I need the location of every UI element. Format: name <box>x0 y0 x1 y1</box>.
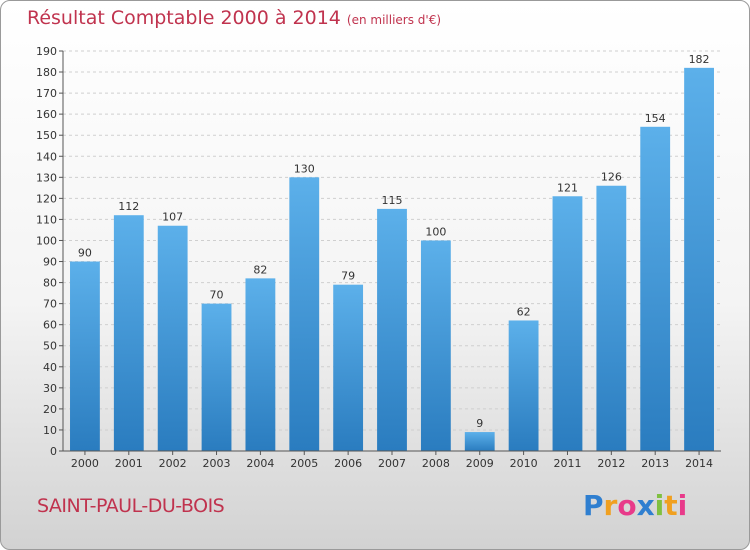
y-tick-label: 120 <box>36 192 57 205</box>
y-tick-label: 170 <box>36 87 57 100</box>
x-tick-label: 2011 <box>553 457 581 470</box>
data-label: 107 <box>162 211 183 224</box>
data-label: 82 <box>253 263 267 276</box>
x-tick-label: 2010 <box>510 457 538 470</box>
x-tick-label: 2008 <box>422 457 450 470</box>
y-tick-label: 160 <box>36 108 57 121</box>
y-tick-label: 50 <box>43 340 57 353</box>
bar <box>201 303 232 451</box>
x-tick-label: 2009 <box>466 457 494 470</box>
y-tick-label: 90 <box>43 256 57 269</box>
bar <box>113 215 144 451</box>
x-tick-label: 2002 <box>159 457 187 470</box>
logo-letter: i <box>654 489 665 522</box>
y-tick-label: 40 <box>43 361 57 374</box>
data-label: 115 <box>382 194 403 207</box>
data-label: 182 <box>689 53 710 66</box>
bar <box>245 278 276 451</box>
x-tick-label: 2007 <box>378 457 406 470</box>
bar <box>464 432 495 451</box>
chart-title: Résultat Comptable 2000 à 2014 (en millie… <box>27 7 441 29</box>
y-tick-label: 190 <box>36 45 57 58</box>
data-label: 100 <box>425 225 446 238</box>
y-tick-label: 130 <box>36 171 57 184</box>
bar <box>640 126 671 451</box>
bar <box>333 284 364 451</box>
bar <box>157 225 188 451</box>
data-label: 9 <box>476 417 483 430</box>
bar <box>377 208 407 451</box>
logo-letter: x <box>636 489 655 522</box>
logo-letter: o <box>617 489 637 522</box>
logo-letter: r <box>603 489 618 522</box>
bars: 90 112 107 70 82 130 79 115 100 9 62 121 126 154 182 <box>70 53 714 451</box>
data-label: 126 <box>601 171 622 184</box>
y-tick-label: 70 <box>43 298 57 311</box>
data-label: 62 <box>517 305 531 318</box>
data-label: 70 <box>210 289 224 302</box>
x-tick-label: 2014 <box>685 457 713 470</box>
chart-title-text: Résultat Comptable 2000 à 2014 <box>27 7 341 29</box>
x-tick-label: 2001 <box>115 457 143 470</box>
y-tick-label: 100 <box>36 234 57 247</box>
y-tick-label: 60 <box>43 319 57 332</box>
y-tick-label: 30 <box>43 382 57 395</box>
x-tick-label: 2004 <box>246 457 274 470</box>
y-tick-label: 0 <box>50 445 57 458</box>
bar <box>684 67 714 451</box>
y-tick-label: 140 <box>36 150 57 163</box>
chart-subtitle: (en milliers d'€) <box>346 13 442 27</box>
data-label: 130 <box>294 162 315 175</box>
bar <box>596 185 627 451</box>
data-label: 121 <box>557 181 578 194</box>
y-tick-label: 80 <box>43 277 57 290</box>
logo-letter: t <box>664 489 678 522</box>
x-tick-label: 2012 <box>597 457 625 470</box>
bar <box>420 240 451 451</box>
x-tick-label: 2005 <box>290 457 318 470</box>
y-tick-label: 10 <box>43 424 57 437</box>
x-tick-label: 2000 <box>71 457 99 470</box>
data-label: 154 <box>645 112 666 125</box>
bar <box>289 177 320 451</box>
y-tick-label: 20 <box>43 403 57 416</box>
proxiti-logo: Proxiti <box>583 489 687 522</box>
x-tick-label: 2006 <box>334 457 362 470</box>
bar <box>508 320 539 451</box>
logo-letter: P <box>583 489 604 522</box>
x-tick-label: 2013 <box>641 457 669 470</box>
data-label: 112 <box>118 200 139 213</box>
y-tick-label: 180 <box>36 66 57 79</box>
data-label: 90 <box>78 247 92 260</box>
axes: 0 10 20 30 40 50 60 70 80 90 100 110 120 130 140 150 160… <box>36 45 721 470</box>
logo-letter: i <box>677 489 688 522</box>
bar <box>70 261 100 451</box>
bar <box>552 196 583 451</box>
x-tick-label: 2003 <box>203 457 231 470</box>
y-tick-label: 110 <box>36 213 57 226</box>
y-tick-label: 150 <box>36 129 57 142</box>
data-label: 79 <box>341 270 355 283</box>
place-name: SAINT-PAUL-DU-BOIS <box>37 495 225 517</box>
